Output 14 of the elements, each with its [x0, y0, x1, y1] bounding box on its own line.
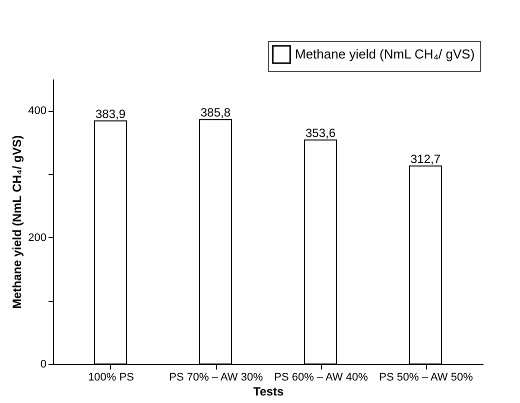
y-tick-label: 0: [40, 358, 46, 370]
y-axis-title: Methane yield (NmL CH₄/ gVS): [10, 135, 24, 309]
data-label: 353,6: [305, 126, 336, 140]
x-axis-title: Tests: [253, 384, 284, 398]
legend-label: Methane yield (NmL CH₄/ gVS): [295, 46, 475, 62]
x-tick-label: PS 50% – AW 50%: [379, 372, 474, 384]
data-label: 383,9: [95, 106, 126, 121]
data-label: 385,8: [200, 106, 231, 120]
x-tick-label: PS 60% – AW 40%: [274, 372, 368, 384]
y-tick-label: 400: [28, 105, 46, 118]
data-label: 312,7: [410, 152, 441, 166]
y-tick-label: 200: [28, 232, 46, 244]
x-tick-label: 100% PS: [88, 372, 134, 384]
x-tick-label: PS 70% – AW 30%: [169, 372, 264, 384]
